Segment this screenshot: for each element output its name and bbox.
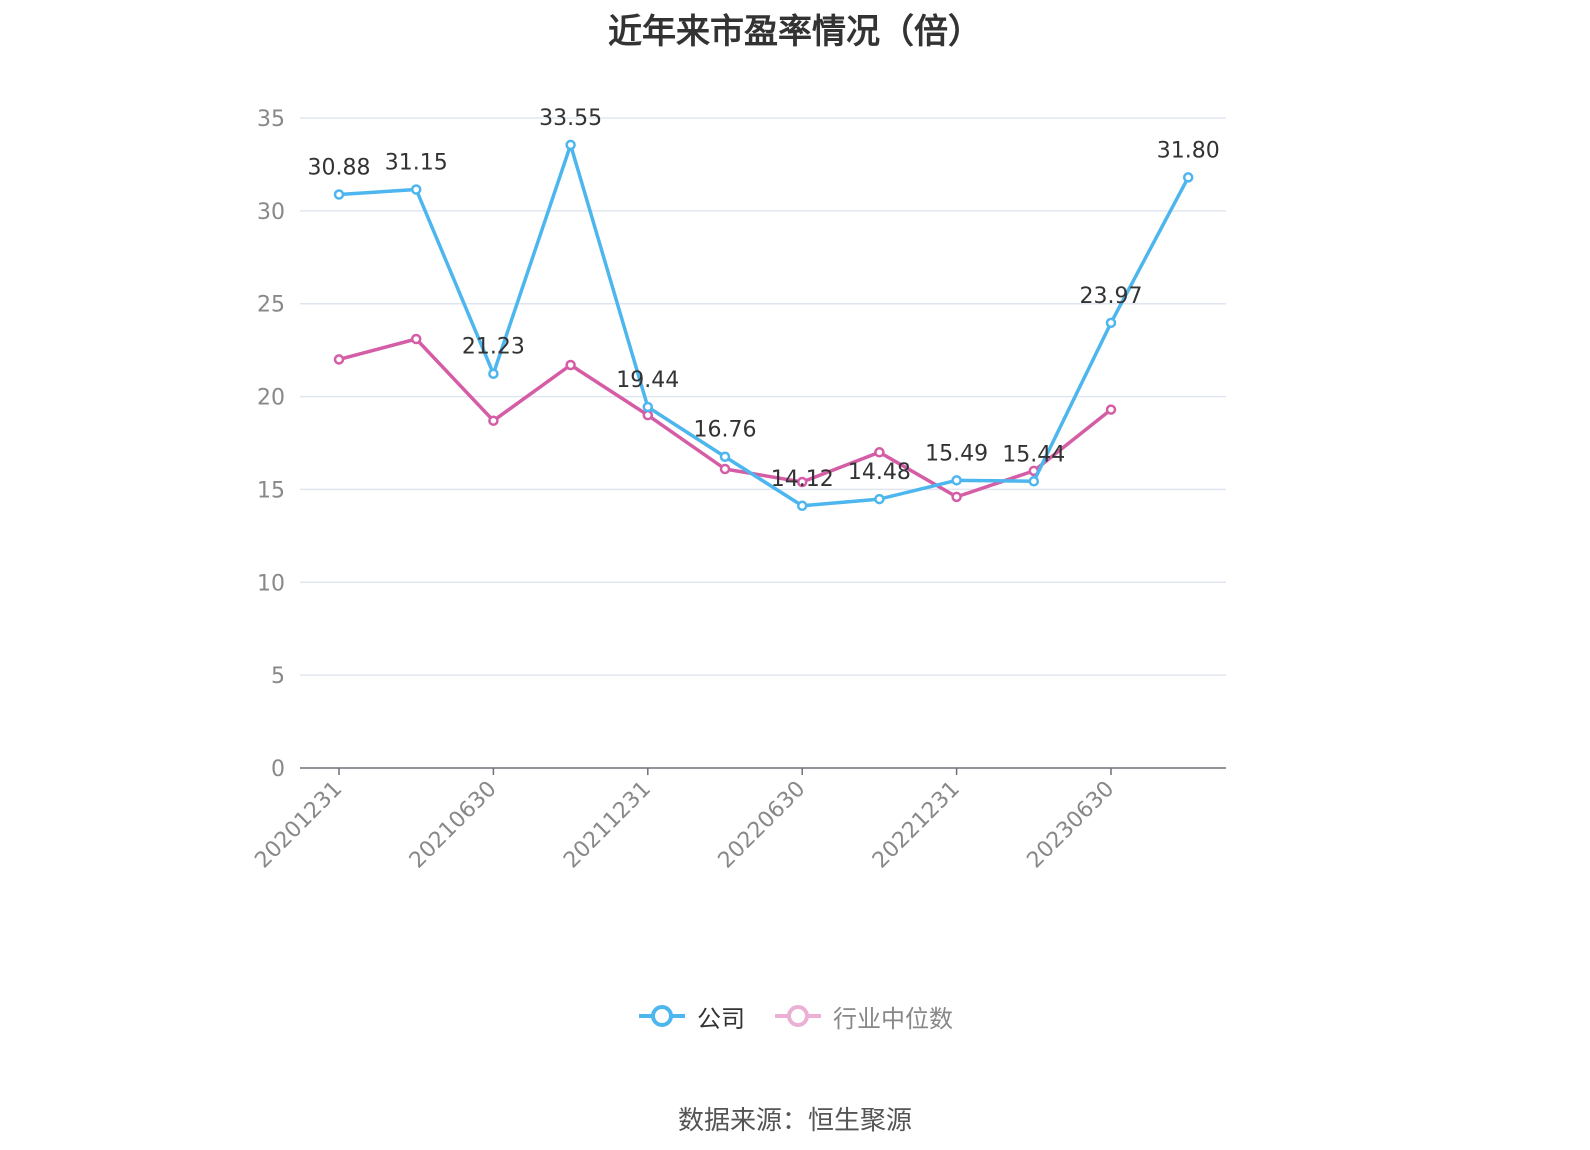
data-point-industry-median bbox=[951, 491, 962, 503]
data-point-company bbox=[642, 401, 654, 413]
x-tick-label: 20221231 bbox=[868, 777, 965, 874]
x-tick-label: 20210630 bbox=[405, 777, 502, 874]
data-point-company bbox=[1105, 317, 1117, 329]
pe-ratio-line-chart: 0 5 10 15 20 25 30 35 20201231 20210630 20211231 20… bbox=[250, 106, 1226, 873]
legend-item-company[interactable]: 公司 bbox=[637, 999, 745, 1034]
x-tick-label: 20201231 bbox=[250, 777, 347, 874]
x-tick-label: 20211231 bbox=[559, 777, 656, 874]
data-labels: 30.88 31.15 21.23 33.55 19.44 16.76 14.12 14.48… bbox=[308, 106, 1220, 492]
data-point-industry-median bbox=[1105, 404, 1117, 415]
data-label-company: 33.55 bbox=[539, 106, 602, 131]
y-tick-label: 20 bbox=[257, 386, 285, 411]
data-point-industry-median bbox=[565, 359, 576, 371]
legend-company-icon bbox=[639, 1005, 685, 1027]
data-point-company bbox=[1182, 172, 1194, 183]
data-label-company: 31.80 bbox=[1157, 138, 1220, 163]
y-tick-label: 25 bbox=[257, 293, 285, 318]
data-label-company: 16.76 bbox=[694, 418, 757, 443]
data-label-company: 31.15 bbox=[385, 151, 448, 176]
data-label-company: 15.49 bbox=[925, 441, 988, 466]
legend-label-industry-median: 行业中位数 bbox=[833, 1004, 953, 1033]
data-point-company bbox=[796, 500, 808, 512]
data-point-company bbox=[874, 493, 885, 505]
legend-item-industry-median[interactable]: 行业中位数 bbox=[773, 999, 953, 1034]
series-line-company bbox=[338, 143, 1190, 508]
legend-label-company: 公司 bbox=[697, 1004, 745, 1033]
data-point-company bbox=[951, 475, 962, 486]
data-point-industry-median bbox=[488, 415, 499, 426]
data-point-industry-median bbox=[333, 354, 345, 365]
data-source: 数据来源：恒生聚源 bbox=[677, 1106, 912, 1136]
legend: 公司 行业中位数 bbox=[0, 996, 1590, 1036]
data-point-industry-median bbox=[410, 333, 422, 345]
y-tick-label: 15 bbox=[257, 478, 285, 503]
data-label-company: 19.44 bbox=[616, 368, 679, 393]
y-tick-label: 0 bbox=[271, 757, 285, 782]
data-label-company: 14.48 bbox=[848, 460, 911, 485]
y-tick-label: 30 bbox=[257, 200, 285, 225]
data-point-company bbox=[333, 189, 345, 200]
x-tick-label: 20230630 bbox=[1022, 777, 1119, 874]
data-point-company bbox=[565, 139, 576, 151]
x-tick-label: 20220630 bbox=[714, 777, 811, 874]
data-point-company bbox=[488, 368, 499, 379]
data-label-company: 23.97 bbox=[1080, 284, 1143, 309]
grid-lines bbox=[300, 117, 1226, 676]
data-point-industry-median bbox=[874, 447, 885, 458]
y-tick-label: 35 bbox=[257, 107, 285, 132]
series bbox=[333, 139, 1194, 512]
y-tick-label: 10 bbox=[257, 571, 285, 596]
data-label-company: 21.23 bbox=[462, 335, 525, 360]
legend-industry-median-icon bbox=[775, 1005, 821, 1027]
data-point-industry-median bbox=[719, 463, 731, 475]
y-tick-label: 5 bbox=[271, 664, 285, 689]
axes: 0 5 10 15 20 25 30 35 20201231 20210630 20211231 20… bbox=[250, 107, 1226, 873]
data-label-company: 14.12 bbox=[771, 467, 834, 492]
data-label-company: 30.88 bbox=[308, 156, 371, 181]
data-point-industry-median bbox=[642, 409, 654, 421]
data-point-company bbox=[719, 451, 731, 462]
data-label-company: 15.44 bbox=[1002, 442, 1065, 467]
data-point-company bbox=[1028, 476, 1040, 487]
data-point-company bbox=[410, 184, 422, 195]
chart-title: 近年来市盈率情况（倍） bbox=[608, 12, 982, 52]
data-point-industry-median bbox=[796, 476, 808, 488]
